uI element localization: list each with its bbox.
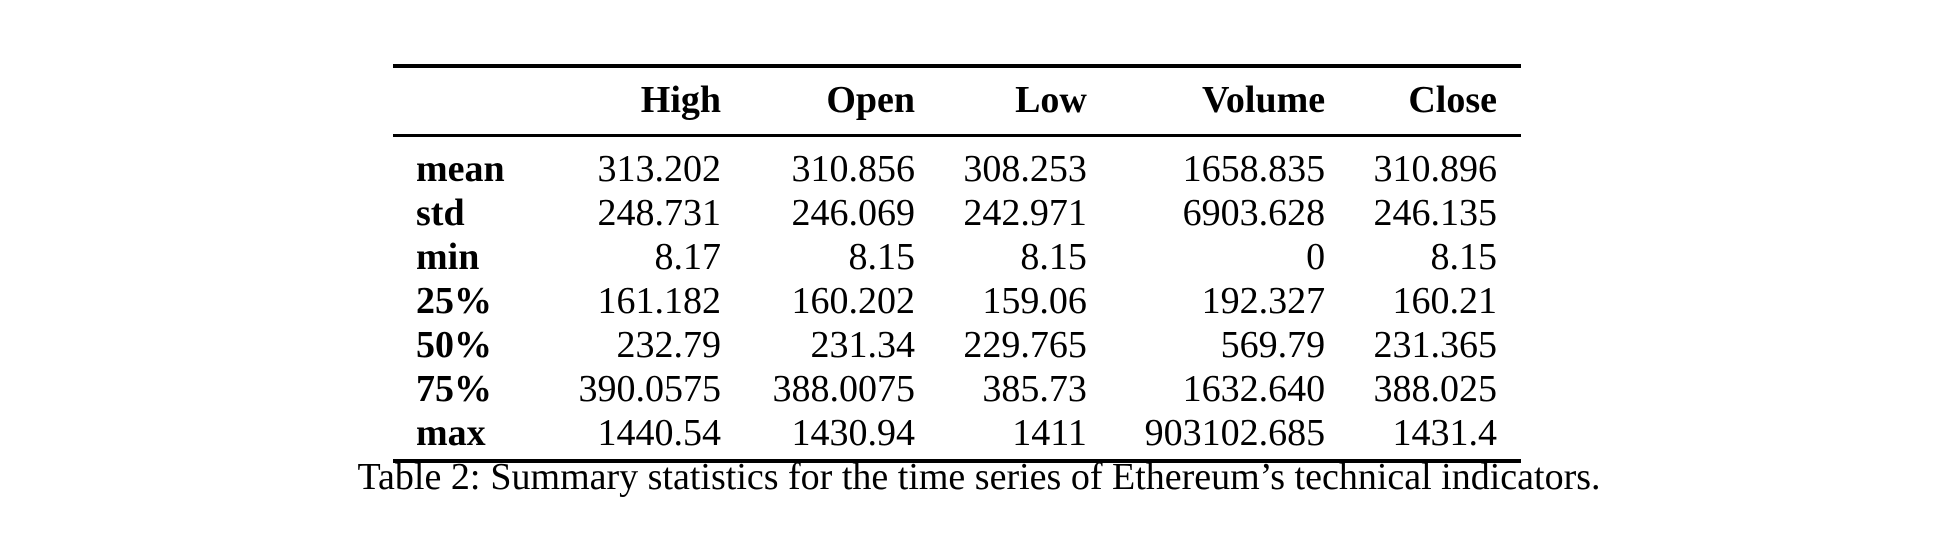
- table-cell: 569.79: [1220, 324, 1326, 366]
- table-caption: Table 2: Summary statistics for the time …: [0, 452, 1958, 502]
- table-cell: 313.202: [597, 148, 722, 190]
- table-cell: 8.15: [1430, 236, 1498, 278]
- table-cell: 160.202: [791, 280, 916, 322]
- table-cell: 1411: [1012, 412, 1087, 454]
- table-cell: 160.21: [1392, 280, 1498, 322]
- table-cell: 231.365: [1373, 324, 1498, 366]
- table-cell: 308.253: [963, 148, 1087, 190]
- summary-table-container: High Open Low Volume Close mean 313.202 …: [393, 64, 1521, 463]
- table-cell: 8.15: [848, 236, 916, 278]
- row-label: 75%: [416, 368, 492, 410]
- table-row-50pct: 50% 232.79 231.34 229.765 569.79 231.365: [393, 323, 1521, 367]
- table-cell: 388.0075: [772, 368, 916, 410]
- table-cell: 232.79: [616, 324, 722, 366]
- table-cell: 192.327: [1201, 280, 1326, 322]
- column-header-close: Close: [1408, 79, 1497, 121]
- table-cell: 310.896: [1373, 148, 1498, 190]
- column-header-open: Open: [826, 79, 916, 121]
- row-label: max: [416, 412, 486, 454]
- table-cell: 903102.685: [1144, 412, 1326, 454]
- table-row-min: min 8.17 8.15 8.15 0 8.15: [393, 235, 1521, 279]
- table-cell: 390.0575: [578, 368, 722, 410]
- table-cell: 8.17: [654, 236, 722, 278]
- table-cell: 310.856: [791, 148, 916, 190]
- table-cell: 161.182: [597, 280, 722, 322]
- row-label: std: [416, 192, 465, 234]
- table-cell: 229.765: [963, 324, 1087, 366]
- table-cell: 1440.54: [597, 412, 722, 454]
- column-header-blank: [393, 66, 551, 136]
- row-label: 50%: [416, 324, 492, 366]
- table-cell: 1431.4: [1392, 412, 1498, 454]
- table-row-75pct: 75% 390.0575 388.0075 385.73 1632.640 38…: [393, 367, 1521, 411]
- summary-statistics-table: High Open Low Volume Close mean 313.202 …: [393, 64, 1521, 463]
- table-header-row: High Open Low Volume Close: [393, 66, 1521, 136]
- table-cell: 242.971: [963, 192, 1087, 234]
- table-cell: 1632.640: [1182, 368, 1326, 410]
- table-row-25pct: 25% 161.182 160.202 159.06 192.327 160.2…: [393, 279, 1521, 323]
- table-cell: 0: [1306, 236, 1326, 278]
- table-cell: 388.025: [1373, 368, 1498, 410]
- row-label: min: [416, 236, 480, 278]
- table-cell: 246.135: [1373, 192, 1498, 234]
- table-cell: 6903.628: [1182, 192, 1326, 234]
- table-cell: 248.731: [597, 192, 722, 234]
- column-header-volume: Volume: [1201, 79, 1326, 121]
- table-cell: 1430.94: [791, 412, 916, 454]
- table-row-mean: mean 313.202 310.856 308.253 1658.835 31…: [393, 136, 1521, 192]
- table-cell: 159.06: [982, 280, 1087, 322]
- table-row-max: max 1440.54 1430.94 1411 903102.685 1431…: [393, 411, 1521, 461]
- column-header-low: Low: [1015, 79, 1087, 121]
- row-label: 25%: [416, 280, 492, 322]
- table-cell: 1658.835: [1182, 148, 1326, 190]
- table-cell: 246.069: [791, 192, 916, 234]
- table-row-std: std 248.731 246.069 242.971 6903.628 246…: [393, 191, 1521, 235]
- row-label: mean: [416, 148, 505, 190]
- caption-text: Summary statistics for the time series o…: [490, 456, 1601, 498]
- table-cell: 8.15: [1020, 236, 1087, 278]
- table-cell: 385.73: [982, 368, 1087, 410]
- column-header-high: High: [640, 79, 722, 121]
- table-cell: 231.34: [810, 324, 916, 366]
- caption-prefix: Table 2:: [357, 456, 481, 498]
